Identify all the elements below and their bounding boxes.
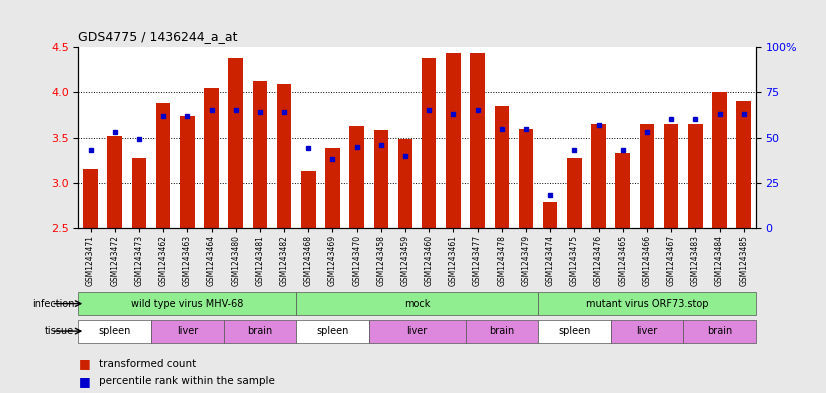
Bar bbox=[519, 129, 534, 228]
Bar bbox=[398, 140, 412, 228]
Bar bbox=[543, 202, 558, 228]
Bar bbox=[204, 88, 219, 228]
Bar bbox=[615, 153, 630, 228]
Bar bbox=[683, 320, 756, 343]
Bar bbox=[253, 81, 267, 228]
Bar bbox=[538, 292, 756, 315]
Bar bbox=[224, 320, 297, 343]
Bar bbox=[591, 124, 605, 228]
Bar bbox=[688, 124, 703, 228]
Text: spleen: spleen bbox=[558, 326, 591, 336]
Bar bbox=[151, 320, 224, 343]
Text: liver: liver bbox=[636, 326, 657, 336]
Bar bbox=[180, 116, 195, 228]
Text: brain: brain bbox=[247, 326, 273, 336]
Text: tissue: tissue bbox=[45, 326, 74, 336]
Text: brain: brain bbox=[489, 326, 515, 336]
Text: brain: brain bbox=[707, 326, 732, 336]
Text: transformed count: transformed count bbox=[99, 358, 197, 369]
Bar bbox=[373, 130, 388, 228]
Text: GDS4775 / 1436244_a_at: GDS4775 / 1436244_a_at bbox=[78, 30, 238, 43]
Bar bbox=[229, 58, 243, 228]
Bar bbox=[639, 124, 654, 228]
Bar bbox=[277, 84, 292, 228]
Bar bbox=[156, 103, 170, 228]
Bar bbox=[301, 171, 316, 228]
Text: spleen: spleen bbox=[98, 326, 131, 336]
Bar bbox=[470, 53, 485, 228]
Bar bbox=[297, 320, 368, 343]
Text: liver: liver bbox=[406, 326, 428, 336]
Text: liver: liver bbox=[177, 326, 198, 336]
Bar bbox=[446, 53, 461, 228]
Text: mutant virus ORF73.stop: mutant virus ORF73.stop bbox=[586, 299, 708, 309]
Text: mock: mock bbox=[404, 299, 430, 309]
Text: wild type virus MHV-68: wild type virus MHV-68 bbox=[131, 299, 244, 309]
Bar bbox=[538, 320, 610, 343]
Bar bbox=[131, 158, 146, 228]
Bar bbox=[349, 126, 364, 228]
Bar bbox=[737, 101, 751, 228]
Bar bbox=[297, 292, 538, 315]
Bar bbox=[712, 92, 727, 228]
Bar bbox=[83, 169, 97, 228]
Text: spleen: spleen bbox=[316, 326, 349, 336]
Bar bbox=[78, 320, 151, 343]
Text: infection: infection bbox=[32, 299, 74, 309]
Bar bbox=[466, 320, 538, 343]
Bar bbox=[107, 136, 122, 228]
Bar bbox=[368, 320, 466, 343]
Bar bbox=[325, 149, 339, 228]
Bar bbox=[567, 158, 582, 228]
Text: ■: ■ bbox=[78, 357, 90, 370]
Bar bbox=[495, 106, 509, 228]
Text: ■: ■ bbox=[78, 375, 90, 388]
Bar bbox=[664, 124, 678, 228]
Bar bbox=[78, 292, 297, 315]
Text: percentile rank within the sample: percentile rank within the sample bbox=[99, 376, 275, 386]
Bar bbox=[610, 320, 683, 343]
Bar bbox=[422, 58, 436, 228]
